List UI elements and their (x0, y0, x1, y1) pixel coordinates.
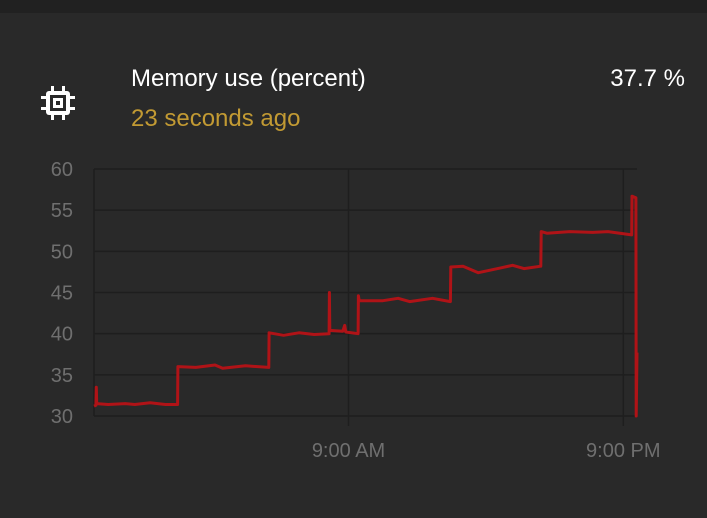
entity-state: 37.7 % (610, 65, 685, 92)
y-tick-label: 60 (51, 159, 73, 181)
y-tick-label: 50 (51, 241, 73, 263)
y-tick-label: 55 (51, 200, 73, 222)
entity-name[interactable]: Memory use (percent) (131, 65, 366, 92)
history-card: Memory use (percent) 23 seconds ago 37.7… (0, 13, 707, 518)
chip-icon (41, 86, 75, 120)
y-tick-label: 30 (51, 406, 73, 428)
y-tick-label: 40 (51, 324, 73, 346)
last-changed: 23 seconds ago (131, 105, 301, 132)
y-tick-label: 35 (51, 365, 73, 387)
x-tick-label: 9:00 AM (312, 440, 385, 462)
y-tick-label: 45 (51, 283, 73, 305)
series-line (93, 194, 639, 418)
x-tick-label: 9:00 PM (586, 440, 660, 462)
